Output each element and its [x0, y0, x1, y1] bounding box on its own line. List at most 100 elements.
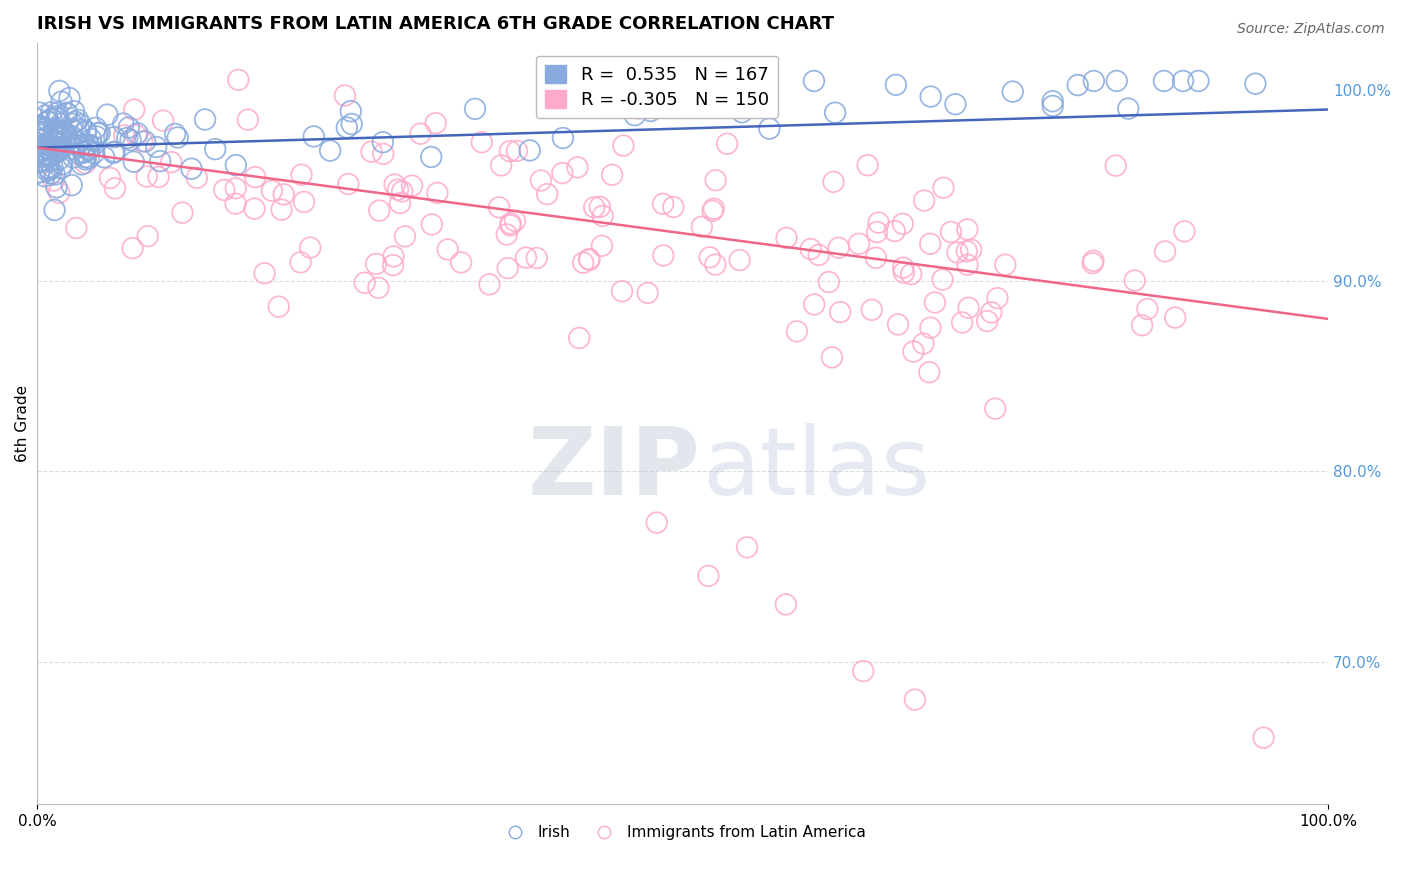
Point — [924, 295, 946, 310]
Point — [384, 178, 406, 192]
Point — [551, 166, 574, 180]
Point — [135, 169, 157, 184]
Point — [360, 145, 382, 159]
Point — [214, 183, 236, 197]
Point — [572, 255, 595, 269]
Point — [260, 184, 283, 198]
Point — [37, 141, 59, 155]
Point — [945, 97, 967, 112]
Point — [39, 142, 62, 156]
Point — [499, 145, 522, 159]
Point — [589, 200, 612, 214]
Point — [77, 143, 100, 157]
Point — [48, 142, 70, 156]
Point — [900, 267, 922, 281]
Point — [60, 122, 83, 136]
Point — [775, 598, 797, 612]
Point — [786, 324, 808, 338]
Point — [122, 154, 145, 169]
Point — [704, 258, 727, 272]
Point — [488, 200, 510, 214]
Point — [62, 117, 84, 131]
Point — [136, 229, 159, 244]
Point — [382, 249, 405, 263]
Point — [204, 142, 226, 156]
Point — [228, 72, 250, 87]
Point — [48, 84, 70, 98]
Point — [44, 134, 66, 148]
Point — [34, 169, 56, 184]
Point — [852, 664, 875, 678]
Point — [63, 104, 86, 119]
Point — [44, 128, 66, 142]
Point — [699, 250, 721, 264]
Point — [31, 120, 53, 134]
Point — [65, 115, 87, 129]
Point — [51, 157, 73, 171]
Point — [70, 157, 93, 171]
Point — [44, 121, 66, 136]
Point — [1187, 74, 1209, 88]
Point — [37, 130, 59, 145]
Point — [1154, 244, 1177, 259]
Point — [939, 225, 962, 239]
Point — [38, 151, 60, 165]
Point — [75, 153, 97, 167]
Point — [960, 243, 983, 257]
Point — [830, 305, 852, 319]
Point — [28, 124, 51, 138]
Point — [420, 218, 443, 232]
Point — [1105, 74, 1128, 88]
Point — [496, 261, 519, 276]
Point — [112, 128, 135, 143]
Point — [645, 516, 668, 530]
Point — [578, 252, 600, 267]
Point — [865, 251, 887, 265]
Point — [803, 297, 825, 311]
Point — [848, 236, 870, 251]
Point — [1083, 74, 1105, 88]
Point — [290, 168, 312, 182]
Point — [976, 314, 998, 328]
Point — [96, 108, 118, 122]
Point — [93, 150, 115, 164]
Point — [568, 331, 591, 345]
Point — [120, 133, 142, 147]
Point — [391, 185, 413, 199]
Point — [904, 692, 927, 706]
Point — [51, 95, 73, 109]
Point — [194, 112, 217, 127]
Point — [49, 117, 72, 131]
Point — [48, 186, 70, 200]
Point — [920, 89, 942, 103]
Point — [1173, 224, 1195, 238]
Point — [148, 169, 170, 184]
Point — [1042, 99, 1064, 113]
Point — [77, 137, 100, 152]
Point — [664, 64, 686, 78]
Point — [34, 108, 56, 122]
Point — [426, 186, 449, 200]
Point — [53, 135, 76, 149]
Point — [112, 117, 135, 131]
Point — [122, 103, 145, 117]
Point — [956, 222, 979, 236]
Point — [994, 258, 1017, 272]
Point — [60, 128, 83, 143]
Point — [957, 301, 980, 315]
Point — [32, 154, 55, 169]
Point — [735, 541, 758, 555]
Point — [134, 135, 156, 149]
Point — [145, 140, 167, 154]
Point — [28, 165, 51, 179]
Point — [34, 149, 56, 163]
Point — [77, 151, 100, 165]
Point — [690, 219, 713, 234]
Point — [931, 272, 953, 286]
Point — [27, 145, 49, 160]
Point — [45, 127, 67, 141]
Point — [42, 173, 65, 187]
Point — [35, 114, 58, 128]
Point — [55, 128, 77, 142]
Point — [152, 113, 174, 128]
